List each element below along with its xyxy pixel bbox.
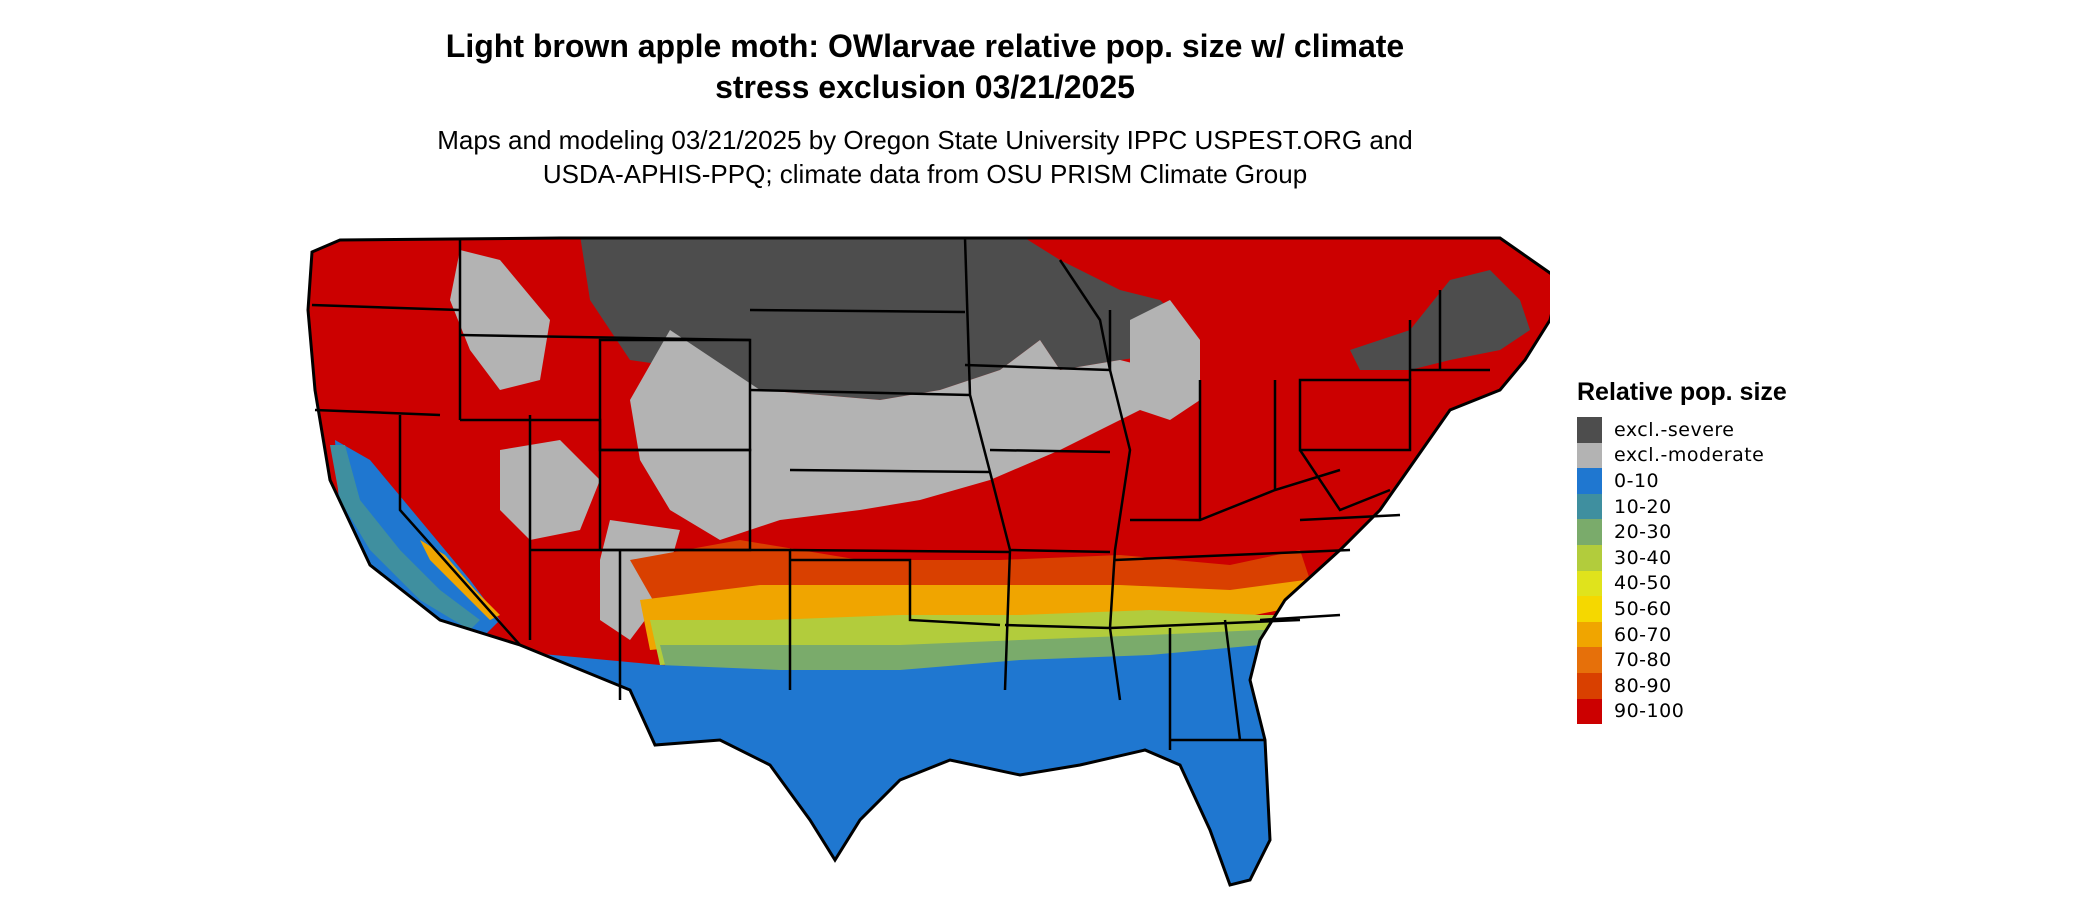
legend-item: excl.-moderate [1577, 442, 1787, 469]
legend-swatch [1577, 493, 1602, 520]
state-border-nc-sc [1259, 613, 1341, 622]
legend-swatch [1577, 596, 1602, 622]
legend-item: 90-100 [1577, 698, 1787, 725]
legend-label: 50-60 [1614, 597, 1672, 620]
state-border-nd-sd [749, 308, 966, 314]
state-border-ks-ok [789, 548, 1011, 554]
state-borders [311, 237, 1490, 750]
state-border-ohio-river [1130, 468, 1341, 522]
us-outline [306, 236, 1550, 887]
state-border-tn-south [1109, 618, 1301, 630]
legend-title: Relative pop. size [1577, 378, 1787, 406]
state-border-ar-la [1004, 623, 1111, 630]
map-title: Light brown apple moth: OWlarvae relativ… [0, 26, 1850, 108]
state-border-al-ga [1223, 619, 1242, 741]
legend-item: 60-70 [1577, 621, 1787, 648]
state-border-ut-co [460, 418, 602, 550]
state-border-sd-ne [749, 388, 971, 397]
legend-label: 10-20 [1614, 495, 1672, 518]
legend-item: 10-20 [1577, 493, 1787, 520]
state-border-ne-ks [789, 468, 991, 474]
legend: Relative pop. size excl.-severe excl.-mod… [1577, 378, 1787, 725]
legend-swatch [1577, 570, 1602, 597]
legend-swatch [1577, 621, 1602, 648]
legend-item: 0-10 [1577, 468, 1787, 494]
state-border-or-ca [314, 408, 441, 417]
legend-label: 0-10 [1614, 469, 1660, 492]
legend-item: 20-30 [1577, 519, 1787, 545]
legend-label: 70-80 [1614, 649, 1672, 672]
legend-label: 90-100 [1614, 700, 1685, 723]
population-zones [308, 238, 1550, 885]
legend-item: 70-80 [1577, 647, 1787, 673]
us-population-map [306, 236, 1550, 887]
state-border-plains-east [963, 237, 1012, 691]
map-subtitle-line2: USDA-APHIS-PPQ; climate data from OSU PR… [542, 159, 1308, 189]
legend-label: excl.-moderate [1614, 444, 1765, 467]
state-border-ok-tx [790, 558, 1001, 627]
state-border-wa-or [311, 303, 461, 312]
legend-swatch [1577, 468, 1602, 494]
state-border-va-nc [1299, 513, 1401, 522]
state-border-pa-box [1298, 378, 1412, 452]
zone-0-10-california [335, 440, 500, 640]
legend-label: 80-90 [1614, 674, 1672, 697]
legend-label: 60-70 [1614, 623, 1672, 646]
state-border-mo-ar [1009, 548, 1111, 554]
state-border-mn-ia [964, 363, 1111, 372]
legend-swatch [1577, 672, 1602, 699]
legend-items: excl.-severe excl.-moderate 0-10 10-20 20-30… [1577, 417, 1787, 725]
legend-item: 40-50 [1577, 570, 1787, 597]
state-border-wv-va [1298, 449, 1391, 512]
map-subtitle: Maps and modeling 03/21/2025 by Oregon S… [0, 123, 1850, 191]
legend-swatch [1577, 698, 1602, 725]
state-border-nv-west [398, 415, 521, 646]
zone-excl-moderate-rockies [450, 250, 550, 390]
legend-label: 20-30 [1614, 521, 1672, 544]
state-border-ia-mo [989, 448, 1111, 454]
state-border-ky-tn [1114, 548, 1351, 562]
legend-swatch [1577, 544, 1602, 571]
zone-excl-moderate-colorado [500, 440, 600, 540]
legend-swatch [1577, 647, 1602, 673]
legend-swatch [1577, 417, 1602, 443]
legend-item: excl.-severe [1577, 417, 1787, 443]
zone-excl-moderate-michigan [1130, 300, 1200, 420]
legend-label: 40-50 [1614, 572, 1672, 595]
zone-excl-moderate-plains [630, 330, 1180, 540]
legend-item: 80-90 [1577, 672, 1787, 699]
map-title-line1: Light brown apple moth: OWlarvae relativ… [445, 28, 1405, 64]
legend-swatch [1577, 442, 1602, 469]
zone-10-20-california [330, 445, 480, 630]
zone-excl-severe-north [580, 238, 1200, 400]
state-border-mississippi-river [1108, 310, 1132, 701]
map-title-line2: stress exclusion 03/21/2025 [715, 69, 1135, 105]
zone-0-10-south [308, 640, 1320, 885]
legend-label: 30-40 [1614, 546, 1672, 569]
legend-item: 50-60 [1577, 596, 1787, 622]
legend-item: 30-40 [1577, 544, 1787, 571]
map-subtitle-line1: Maps and modeling 03/21/2025 by Oregon S… [437, 125, 1413, 155]
legend-label: excl.-severe [1614, 418, 1735, 441]
state-border-upper-midwest [1058, 259, 1112, 371]
legend-swatch [1577, 519, 1602, 545]
